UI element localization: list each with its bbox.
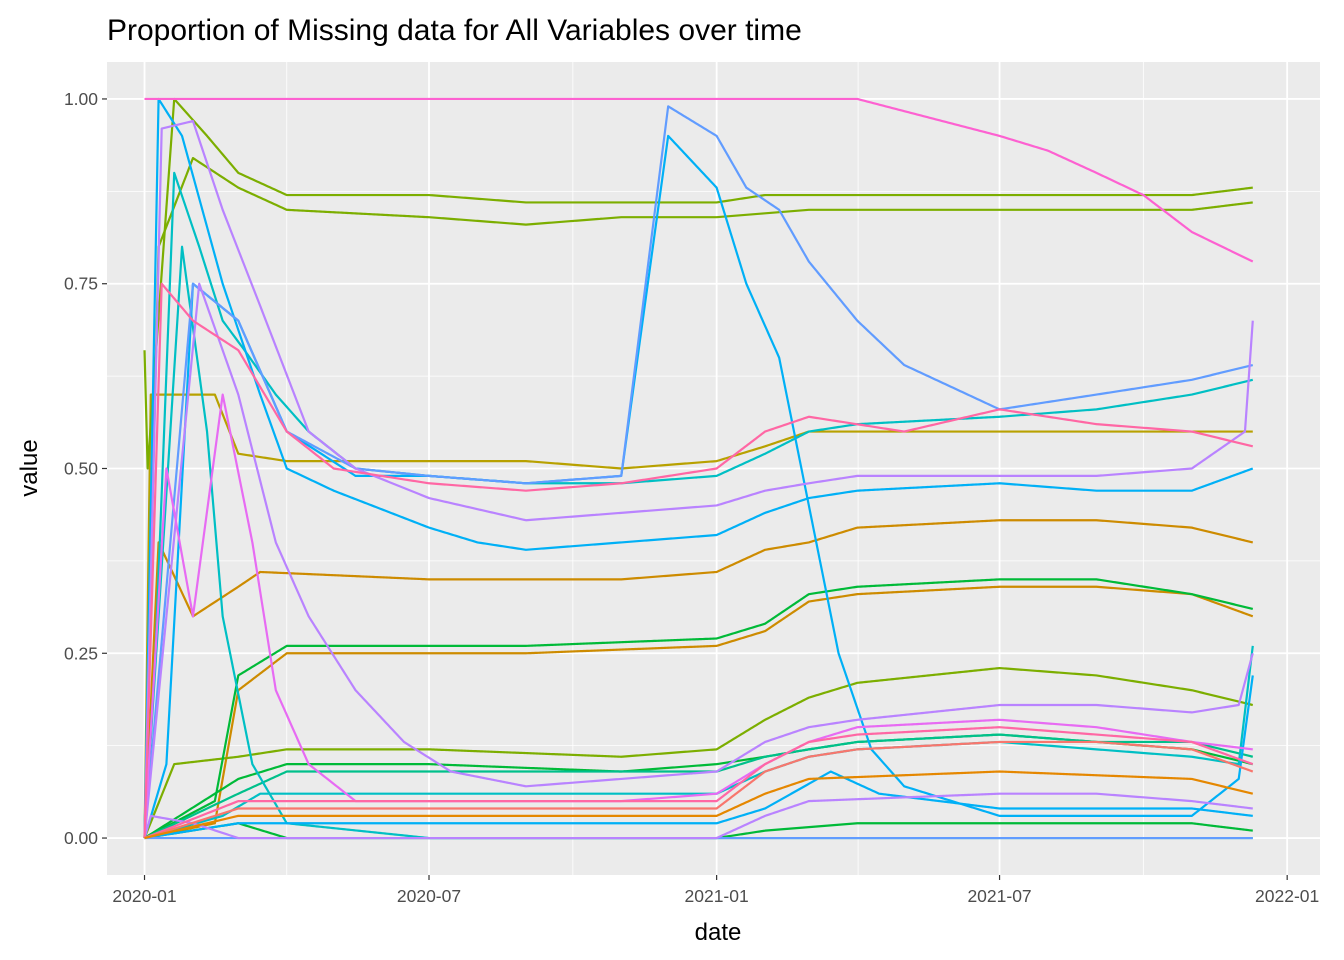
y-axis: 0.00 0.25 0.50 0.75 1.00 <box>64 89 107 848</box>
series-line-6 <box>143 666 1254 839</box>
series-line-20 <box>143 282 1254 839</box>
series-line-13 <box>144 645 1254 840</box>
x-tick-label: 2020-07 <box>397 886 461 906</box>
series-line-26 <box>144 740 1254 840</box>
series-line-17 <box>143 105 1254 839</box>
y-axis-title: value <box>16 439 43 496</box>
series-line-16 <box>144 770 1253 840</box>
series-line-22 <box>143 393 1253 839</box>
series-line-25 <box>144 726 1254 840</box>
series-line-4 <box>143 97 1253 470</box>
series-line-24 <box>143 282 1254 839</box>
y-tick-label: 1.00 <box>64 89 98 109</box>
x-tick-label: 2021-07 <box>967 886 1031 906</box>
y-tick-label: 0.25 <box>64 643 98 663</box>
series-line-10 <box>144 733 1254 840</box>
series-line-5 <box>143 156 1253 839</box>
y-tick-label: 0.00 <box>64 828 98 848</box>
series-line-27 <box>144 770 1254 840</box>
series-line-23 <box>144 97 1254 263</box>
series-line-2 <box>144 585 1254 840</box>
y-tick-label: 0.50 <box>64 459 98 479</box>
chart-title: Proportion of Missing data for All Varia… <box>107 14 802 47</box>
x-tick-label: 2022-01 <box>1255 886 1319 906</box>
x-tick-label: 2020-01 <box>112 886 176 906</box>
series-line-1 <box>143 519 1254 839</box>
x-tick-label: 2021-01 <box>685 886 749 906</box>
series-line-19 <box>143 120 1254 839</box>
series-line-15 <box>143 134 1254 839</box>
series-line-21 <box>143 792 1253 840</box>
series-line-7 <box>144 578 1254 840</box>
x-axis-title: date <box>695 919 742 946</box>
series-line-14 <box>143 97 1254 839</box>
x-axis: 2020-01 2020-07 2021-01 2021-07 2022-01 <box>112 875 1319 906</box>
y-tick-label: 0.75 <box>64 274 98 294</box>
series-lines <box>143 97 1254 840</box>
series-line-3 <box>143 393 1253 839</box>
